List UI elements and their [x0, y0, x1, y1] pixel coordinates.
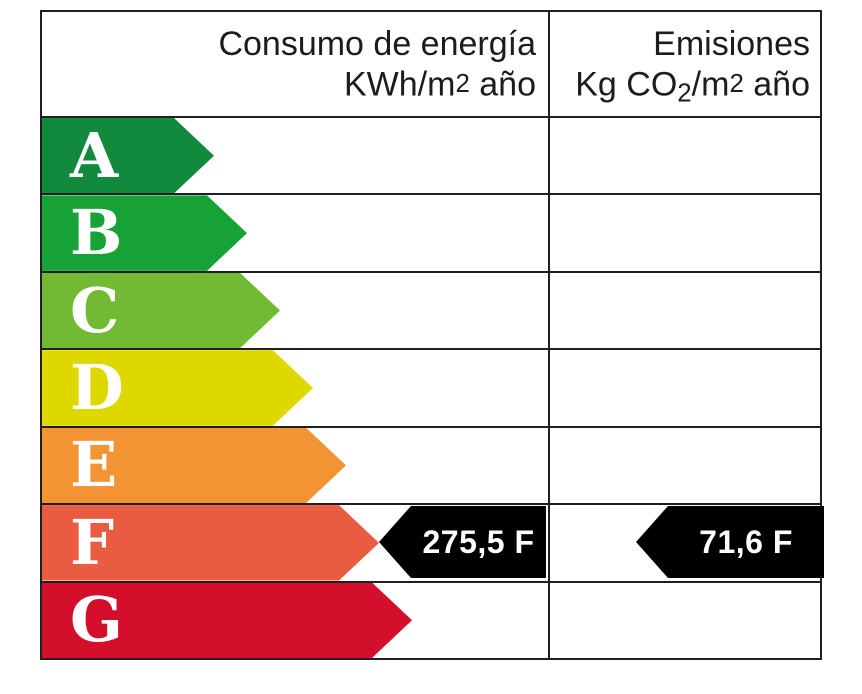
consumo-value: 275,5 F	[422, 523, 535, 560]
rating-table: Consumo de energía KWh/m2 año Emisiones …	[40, 10, 824, 660]
rating-arrow-c: C	[42, 273, 280, 348]
rating-letter-c: C	[70, 273, 120, 347]
rating-arrow-a: A	[42, 118, 214, 193]
rating-row-g: G	[42, 583, 820, 658]
consumo-unit-prefix: KWh/m	[343, 65, 456, 104]
rating-letter-e: E	[70, 428, 118, 502]
rating-letter-b: B	[70, 196, 123, 270]
rating-row-f: F	[42, 505, 820, 583]
rating-arrow-g: G	[42, 583, 412, 658]
rating-letter-a: A	[70, 118, 119, 192]
consumo-header-line2: KWh/m2 año	[42, 64, 536, 105]
emisiones-header: Emisiones Kg CO2/m2 año	[550, 12, 820, 116]
emisiones-header-line1: Emisiones	[653, 25, 810, 63]
consumo-unit-suffix: año	[469, 65, 536, 104]
rating-row-b: B	[42, 195, 820, 273]
emisiones-value: 71,6 F	[699, 523, 793, 560]
emisiones-unit-p3: año	[743, 65, 810, 104]
rating-arrow-b: B	[42, 195, 247, 270]
rating-row-e: E	[42, 428, 820, 506]
rating-arrow-f: F	[42, 505, 379, 580]
rating-row-a: A	[42, 118, 820, 196]
emisiones-unit-p1: Kg CO	[575, 65, 678, 104]
table-header: Consumo de energía KWh/m2 año Emisiones …	[42, 12, 820, 118]
rating-letter-g: G	[70, 583, 123, 657]
rating-rows: A B C D E F G	[42, 118, 820, 658]
rating-arrow-d: D	[42, 350, 313, 425]
consumo-header: Consumo de energía KWh/m2 año	[42, 12, 550, 116]
rating-arrow-e: E	[42, 428, 346, 503]
emisiones-value-arrow: 71,6 F	[636, 506, 824, 578]
rating-letter-d: D	[70, 350, 124, 424]
column-divider	[548, 12, 550, 658]
consumo-value-arrow: 275,5 F	[379, 506, 546, 578]
rating-row-d: D	[42, 350, 820, 428]
emisiones-unit-p2: /m	[691, 65, 730, 104]
emisiones-unit-subscript: 2	[677, 79, 692, 108]
emisiones-header-line2: Kg CO2/m2 año	[550, 64, 810, 113]
consumo-unit-superscript: 2	[455, 70, 470, 98]
consumo-header-line1: Consumo de energía	[218, 25, 536, 63]
rating-row-c: C	[42, 273, 820, 351]
rating-letter-f: F	[70, 505, 115, 579]
emisiones-unit-superscript: 2	[729, 70, 744, 98]
